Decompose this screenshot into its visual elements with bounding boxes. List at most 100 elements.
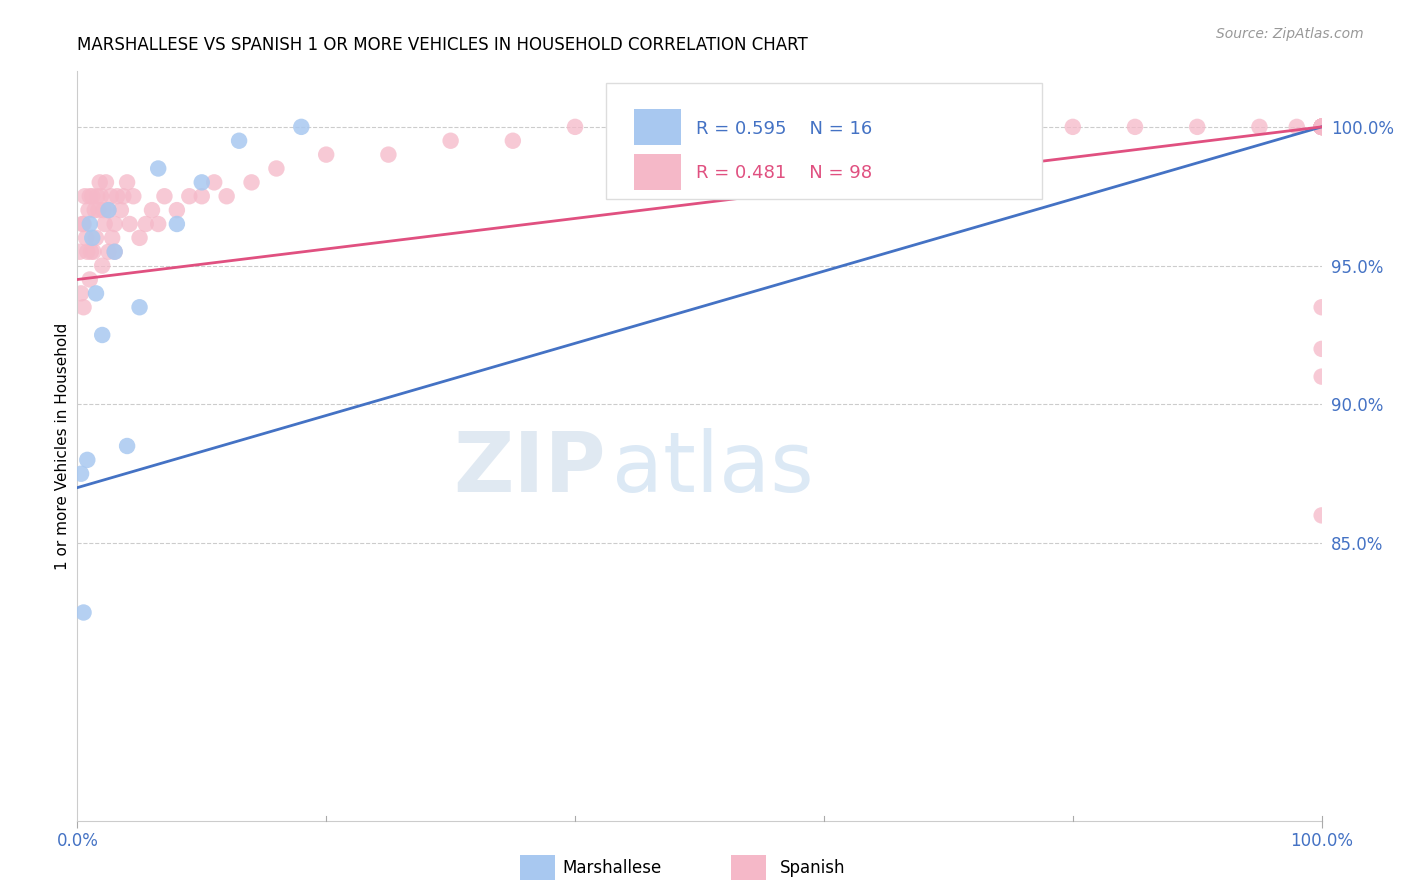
Point bbox=[1310, 120, 1333, 134]
Point bbox=[1310, 120, 1333, 134]
Point bbox=[1310, 120, 1333, 134]
Point bbox=[101, 231, 124, 245]
Point bbox=[1249, 120, 1271, 134]
Point bbox=[91, 328, 114, 343]
Point bbox=[112, 189, 135, 203]
Point bbox=[83, 244, 105, 259]
Point bbox=[118, 217, 141, 231]
Point bbox=[1310, 120, 1333, 134]
Point bbox=[70, 467, 93, 481]
Point bbox=[315, 147, 337, 161]
Point bbox=[86, 189, 108, 203]
Point bbox=[110, 203, 132, 218]
Point bbox=[1310, 120, 1333, 134]
Point bbox=[1310, 120, 1333, 134]
Point bbox=[564, 120, 586, 134]
Point bbox=[115, 439, 138, 453]
Point bbox=[166, 217, 188, 231]
Point bbox=[1310, 508, 1333, 523]
Point bbox=[93, 203, 115, 218]
Point bbox=[1310, 120, 1333, 134]
Point bbox=[377, 147, 399, 161]
Point bbox=[240, 175, 263, 189]
Point bbox=[100, 189, 122, 203]
Text: Marshallese: Marshallese bbox=[562, 859, 662, 877]
Point bbox=[439, 134, 461, 148]
Point bbox=[1310, 120, 1333, 134]
Point bbox=[1310, 120, 1333, 134]
Point bbox=[1310, 120, 1333, 134]
Point bbox=[751, 120, 773, 134]
Point bbox=[689, 120, 711, 134]
Point bbox=[1310, 120, 1333, 134]
Point bbox=[1310, 120, 1333, 134]
Point bbox=[104, 217, 127, 231]
Point bbox=[1310, 120, 1333, 134]
Point bbox=[94, 175, 117, 189]
Point bbox=[813, 120, 835, 134]
Point bbox=[228, 134, 250, 148]
Point bbox=[1310, 120, 1333, 134]
Bar bbox=[634, 153, 681, 189]
Point bbox=[89, 175, 111, 189]
Point bbox=[79, 189, 101, 203]
Point bbox=[215, 189, 238, 203]
Point bbox=[166, 203, 188, 218]
Text: R = 0.481    N = 98: R = 0.481 N = 98 bbox=[696, 164, 872, 182]
Point bbox=[1310, 342, 1333, 356]
Y-axis label: 1 or more Vehicles in Household: 1 or more Vehicles in Household bbox=[55, 322, 70, 570]
Point bbox=[1310, 120, 1333, 134]
Point bbox=[84, 231, 107, 245]
Point bbox=[1310, 120, 1333, 134]
Point bbox=[76, 244, 98, 259]
Point bbox=[70, 286, 93, 301]
Point bbox=[1062, 120, 1084, 134]
FancyBboxPatch shape bbox=[606, 83, 1042, 199]
Point bbox=[191, 175, 214, 189]
Text: ZIP: ZIP bbox=[454, 428, 606, 509]
Point bbox=[875, 120, 897, 134]
Point bbox=[77, 203, 100, 218]
Point bbox=[97, 203, 120, 218]
Point bbox=[73, 189, 96, 203]
Point bbox=[72, 606, 94, 620]
Bar bbox=[634, 109, 681, 145]
Point bbox=[105, 189, 128, 203]
Point bbox=[1000, 120, 1022, 134]
Point bbox=[266, 161, 288, 176]
Point bbox=[128, 300, 150, 314]
Point bbox=[502, 134, 524, 148]
Point bbox=[290, 120, 312, 134]
Point bbox=[115, 175, 138, 189]
Point bbox=[202, 175, 225, 189]
Point bbox=[141, 203, 163, 218]
Point bbox=[72, 300, 94, 314]
Text: Source: ZipAtlas.com: Source: ZipAtlas.com bbox=[1216, 27, 1364, 41]
Point bbox=[97, 203, 120, 218]
Point bbox=[82, 231, 104, 245]
Point bbox=[936, 120, 959, 134]
Point bbox=[1310, 120, 1333, 134]
Point bbox=[84, 286, 107, 301]
Point bbox=[153, 189, 176, 203]
Point bbox=[69, 244, 91, 259]
Point bbox=[104, 244, 127, 259]
Point bbox=[1310, 120, 1333, 134]
Point bbox=[1310, 120, 1333, 134]
Point bbox=[191, 189, 214, 203]
Point bbox=[75, 231, 97, 245]
Point bbox=[80, 244, 103, 259]
Point bbox=[90, 189, 112, 203]
Point bbox=[76, 453, 98, 467]
Point bbox=[1310, 120, 1333, 134]
Point bbox=[148, 161, 170, 176]
Point bbox=[82, 189, 104, 203]
Point bbox=[1310, 120, 1333, 134]
Point bbox=[72, 217, 94, 231]
Point bbox=[179, 189, 201, 203]
Point bbox=[1310, 120, 1333, 134]
Point bbox=[128, 231, 150, 245]
Point bbox=[104, 244, 127, 259]
Point bbox=[1310, 120, 1333, 134]
Point bbox=[79, 272, 101, 286]
